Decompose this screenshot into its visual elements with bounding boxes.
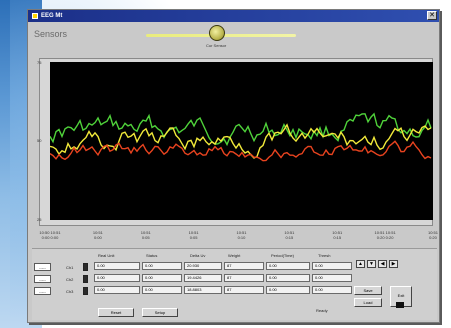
channel-1-box[interactable]: ----- (34, 263, 51, 271)
header-status: Status (146, 253, 158, 258)
x-tick-label: 10:51 0:00 (92, 230, 103, 240)
header-delta: Delta Uv (190, 253, 206, 258)
channel-3-label: Ch3 (66, 289, 74, 294)
cell-r1-c4: 87 (224, 262, 264, 270)
window-title: EEG Mt (41, 13, 63, 19)
x-tick-label: 10:51 10:51 0:20 0:20 (374, 230, 396, 240)
control-panel (32, 248, 437, 320)
header-real-unit: Real Unit (98, 253, 115, 258)
cell-r2-c3: 19.4426 (184, 274, 222, 282)
cell-r2-c1: 0.00 (94, 274, 140, 282)
section-label: Sensors (34, 29, 68, 39)
cell-r3-c6: 0.00 (312, 286, 352, 294)
cell-r2-c4: 87 (224, 274, 264, 282)
channel-2-label: Ch2 (66, 277, 74, 282)
cell-r2-c5: 0.00 (266, 274, 310, 282)
channel-3-swatch (83, 287, 88, 295)
title-bar[interactable]: EEG Mt ✕ (28, 10, 439, 22)
x-tick-label: 10:50 10:51 0:00 0:00 (39, 230, 61, 240)
eeg-window: EEG Mt ✕ Sensors Cur Sensor 75 50 25 10:… (27, 9, 440, 323)
header-thresh: Thresh (318, 253, 331, 258)
save-button[interactable]: Save (354, 286, 382, 295)
eeg-plot (50, 62, 433, 220)
speaker-icon (396, 302, 404, 308)
channel-1-swatch (83, 263, 88, 271)
cell-r3-c1: 0.00 (94, 286, 140, 294)
cell-r3-c2: 0.00 (142, 286, 182, 294)
slider-caption: Cur Sensor (206, 43, 227, 48)
reset-button[interactable]: Reset (98, 308, 134, 317)
cell-r1-c6: 0.00 (312, 262, 352, 270)
x-tick-label: 10:51 0:05 (140, 230, 151, 240)
app-icon (32, 13, 38, 19)
x-tick-label: 10:51 0:15 (284, 230, 295, 240)
cell-r1-c3: 20.930 (184, 262, 222, 270)
close-button[interactable]: ✕ (427, 11, 437, 20)
cell-r1-c1: 0.00 (94, 262, 140, 270)
cell-r3-c5: 0.00 (266, 286, 310, 294)
left-arrow-icon[interactable]: ◀ (378, 260, 387, 268)
channel-1-label: Ch1 (66, 265, 74, 270)
channel-3-box[interactable]: ----- (34, 287, 51, 295)
cell-r1-c2: 0.00 (142, 262, 182, 270)
cell-r1-c5: 0.00 (266, 262, 310, 270)
channel-2-box[interactable]: ----- (34, 275, 51, 283)
y-tick-top: 75 (37, 60, 42, 65)
sensor-slider-knob[interactable] (209, 25, 225, 41)
x-tick-label: 10:51 0:10 (236, 230, 247, 240)
cell-r2-c6: 0.00 (312, 274, 352, 282)
y-tick-bottom: 25 (37, 217, 42, 222)
load-button[interactable]: Load (354, 298, 382, 307)
header-weight: Weight (228, 253, 241, 258)
cell-r3-c3: 18.8803 (184, 286, 222, 294)
eeg-waveforms (50, 112, 432, 162)
header-period: Period(Time) (271, 253, 294, 258)
cell-r2-c2: 0.00 (142, 274, 182, 282)
yellow-trace (50, 123, 432, 159)
x-tick-label: 10:51 0:05 (188, 230, 199, 240)
up-arrow-icon[interactable]: ▲ (356, 260, 365, 268)
status-text: Ready (316, 308, 328, 313)
x-tick-label: 10:51 0:20 (427, 230, 438, 240)
down-arrow-icon[interactable]: ▼ (367, 260, 376, 268)
green-trace (50, 112, 432, 147)
y-tick-mid: 50 (37, 138, 42, 143)
cell-r3-c4: 87 (224, 286, 264, 294)
red-trace (50, 140, 432, 162)
setup-button[interactable]: Setup (142, 308, 178, 317)
channel-2-swatch (83, 275, 88, 283)
x-tick-label: 10:51 0:15 (332, 230, 343, 240)
right-arrow-icon[interactable]: ▶ (389, 260, 398, 268)
